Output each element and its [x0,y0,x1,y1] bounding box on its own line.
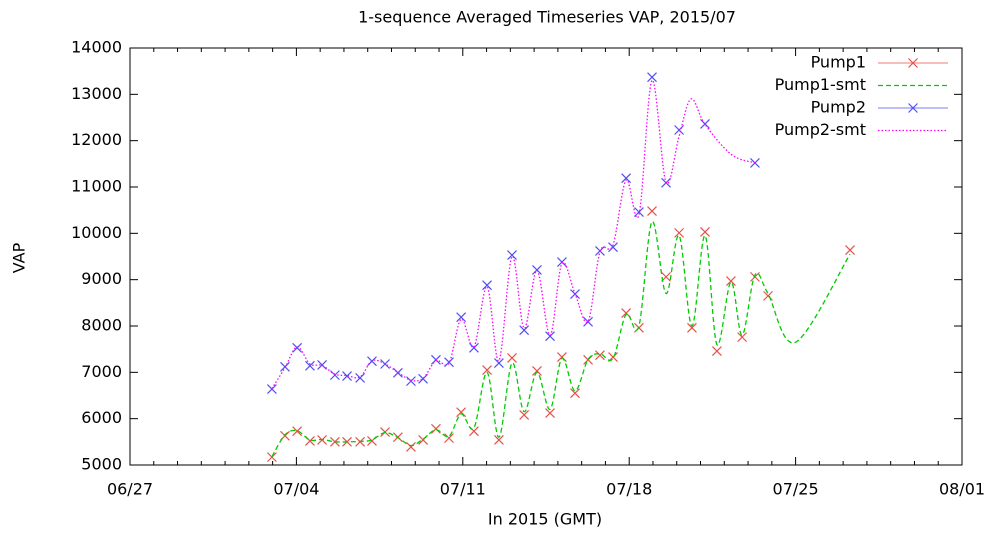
point [469,342,479,353]
point [647,206,657,217]
y-tick-label: 7000 [81,362,122,381]
x-tick-label: 08/01 [939,480,985,499]
plot-frame [129,47,963,466]
y-tick-label: 5000 [81,455,122,474]
point [519,325,530,336]
point [532,366,542,376]
point [406,376,416,387]
point [519,410,530,420]
x-tick-label: 07/25 [773,480,819,499]
point [711,346,722,356]
legend-label: Pump2-smt [775,120,866,139]
point [608,242,618,253]
legend-label: Pump1 [811,53,866,72]
point [621,308,632,318]
x-tick-label: 06/27 [107,480,153,499]
point [406,442,416,452]
point [444,433,454,444]
x-axis-label: In 2015 (GMT) [488,510,602,529]
point [595,350,605,361]
point [570,388,580,399]
point [532,265,542,275]
point [456,312,467,323]
point [737,332,748,343]
point [342,371,352,381]
point [482,280,492,291]
point [750,157,760,168]
point [431,354,441,365]
smooth-line [271,221,851,457]
point [266,384,277,394]
point [595,246,605,256]
point [661,177,671,188]
point [634,207,644,217]
x-tick-label: 07/11 [440,480,486,499]
point [583,354,593,365]
point [750,271,760,282]
point [583,316,593,327]
y-tick-label: 6000 [81,408,122,427]
smooth-line [271,79,756,389]
point [557,352,567,362]
point [700,227,710,237]
point [355,372,366,383]
x-tick-label: 07/18 [606,480,652,499]
point [545,331,555,342]
point [507,250,517,261]
y-tick-label: 10000 [71,223,122,242]
chart-title: 1-sequence Averaged Timeseries VAP, 2015… [358,8,736,27]
point [726,276,736,286]
x-tick-label: 07/04 [273,480,319,499]
legend-label: Pump2 [811,98,866,117]
point [266,452,277,463]
y-axis-label: VAP [10,242,29,273]
y-tick-label: 12000 [71,130,122,149]
point [482,365,492,375]
point [456,407,467,418]
point [305,360,315,371]
point [317,359,327,370]
point [418,373,429,384]
point [687,322,697,333]
y-tick-label: 8000 [81,316,122,335]
legend-marker [908,58,918,68]
point [292,426,303,437]
y-tick-label: 14000 [71,38,122,57]
point [674,227,685,238]
point [545,408,555,419]
legend-marker [908,103,918,113]
point [674,125,685,135]
y-tick-label: 9000 [81,269,122,288]
point [845,245,855,255]
point [557,257,567,267]
y-tick-label: 11000 [71,177,122,196]
point [292,342,303,353]
point [494,435,504,445]
point [621,173,632,184]
point [494,358,504,368]
y-tick-label: 13000 [71,84,122,103]
point [647,72,657,83]
point [431,423,441,434]
point [392,367,403,378]
legend-label: Pump1-smt [775,75,866,94]
point [507,353,517,363]
